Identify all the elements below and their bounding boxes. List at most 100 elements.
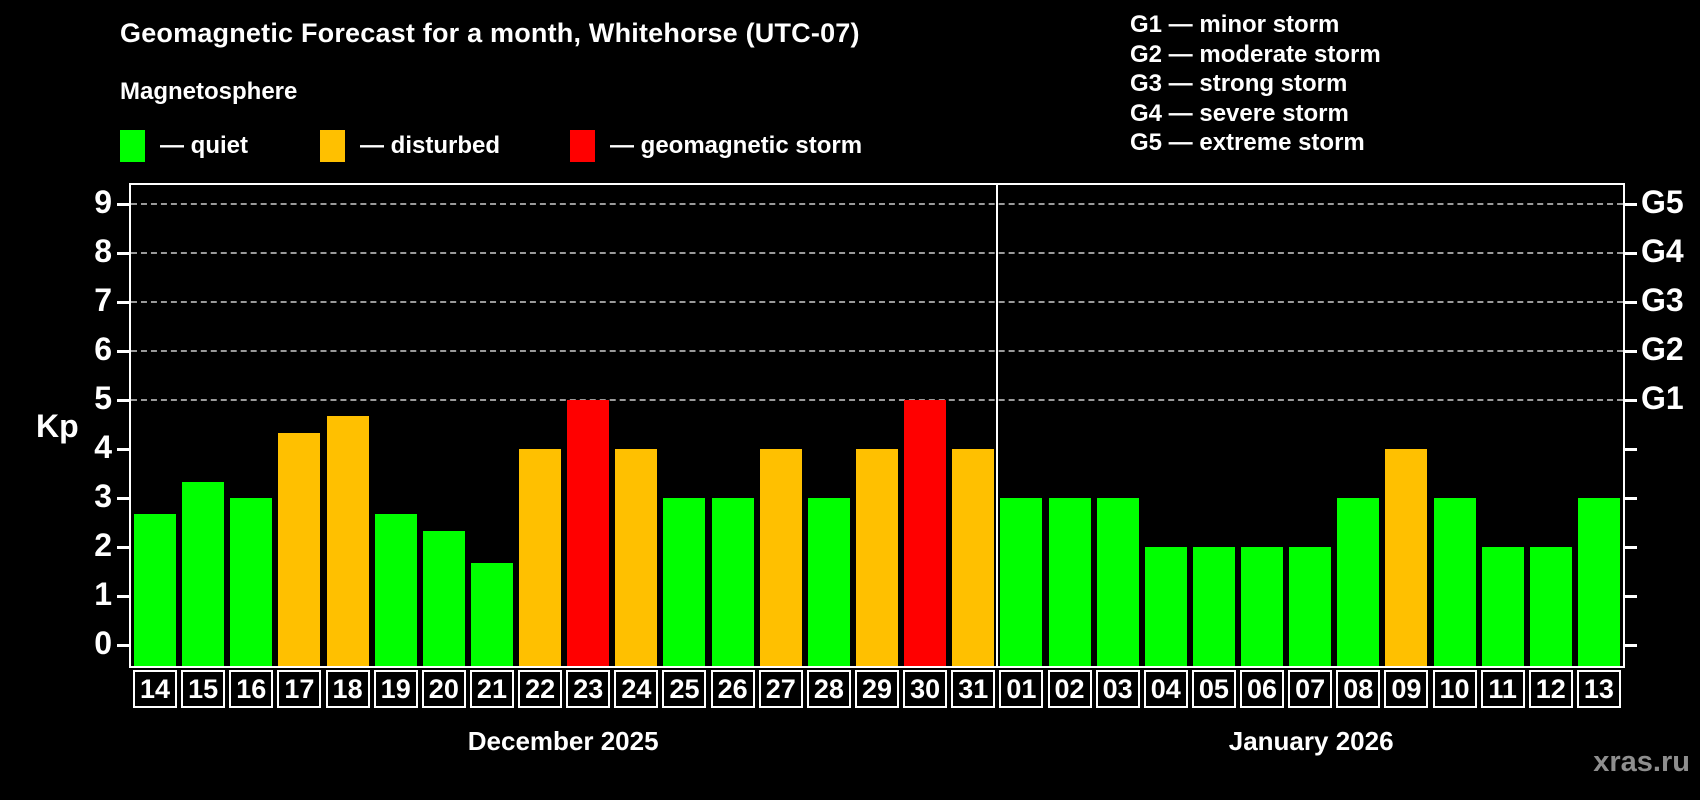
y-tick-right-4 [1625, 448, 1637, 451]
day-label-11: 11 [1480, 670, 1525, 708]
kp-bar-day-21 [470, 563, 513, 666]
day-label-05: 05 [1191, 670, 1236, 708]
day-label-12: 12 [1528, 670, 1573, 708]
y-tick-left-3 [117, 497, 129, 500]
y-tick-label-7: 7 [94, 282, 112, 318]
kp-bar-day-27 [759, 449, 802, 666]
kp-bar-day-10 [1433, 498, 1476, 666]
kp-bar-day-31 [952, 449, 995, 666]
y-tick-right-5 [1625, 399, 1637, 402]
day-label-06: 06 [1240, 670, 1285, 708]
quiet-swatch-icon [120, 130, 145, 162]
y-tick-left-5 [117, 399, 129, 402]
y-axis-title-kp: Kp [36, 408, 79, 444]
day-label-15: 15 [181, 670, 226, 708]
kp-bar-day-16 [230, 498, 273, 666]
day-label-09: 09 [1384, 670, 1429, 708]
month-divider [996, 185, 999, 666]
g-axis-label-g2: G2 [1641, 331, 1684, 367]
g-legend-item-g4: G4 — severe storm [1130, 99, 1349, 127]
kp-bar-day-01 [1000, 498, 1043, 666]
y-tick-label-8: 8 [94, 233, 112, 269]
kp-bar-day-14 [134, 514, 177, 666]
legend-label-disturbed: — disturbed [360, 132, 501, 159]
kp-bar-day-30 [904, 400, 947, 666]
month-label-december: December 2025 [467, 726, 659, 756]
kp-bar-day-26 [711, 498, 754, 666]
y-tick-right-6 [1625, 350, 1637, 353]
g-legend-item-g1: G1 — minor storm [1130, 11, 1340, 38]
y-tick-left-7 [117, 301, 129, 304]
y-tick-right-3 [1625, 497, 1637, 500]
kp-bar-day-06 [1241, 547, 1284, 666]
gridline-kp6 [131, 350, 1623, 352]
y-tick-label-3: 3 [94, 478, 112, 514]
y-tick-left-4 [117, 448, 129, 451]
gridline-kp7 [131, 301, 1623, 303]
g-axis-label-g1: G1 [1641, 380, 1684, 416]
g-scale-legend: G1 — minor storm G2 — moderate storm G3 … [1130, 10, 1381, 158]
day-label-28: 28 [806, 670, 851, 708]
day-label-26: 26 [710, 670, 755, 708]
y-tick-right-1 [1625, 595, 1637, 598]
day-label-16: 16 [229, 670, 274, 708]
day-label-19: 19 [373, 670, 418, 708]
day-label-10: 10 [1432, 670, 1477, 708]
y-tick-right-2 [1625, 546, 1637, 549]
kp-bar-day-28 [807, 498, 850, 666]
subtitle-magnetosphere: Magnetosphere [120, 78, 298, 105]
legend-label-quiet: — quiet [160, 132, 248, 159]
watermark-xras: xras.ru [1593, 746, 1690, 778]
kp-bar-day-05 [1192, 547, 1235, 666]
day-label-23: 23 [566, 670, 611, 708]
kp-bar-day-08 [1337, 498, 1380, 666]
kp-bar-day-22 [519, 449, 562, 666]
storm-swatch-icon [570, 130, 595, 162]
g-legend-item-g5: G5 — extreme storm [1130, 129, 1365, 156]
kp-bar-day-02 [1048, 498, 1091, 666]
gridline-kp8 [131, 252, 1623, 254]
y-tick-right-7 [1625, 301, 1637, 304]
y-tick-left-8 [117, 252, 129, 255]
legend-item-storm: — geomagnetic storm [570, 128, 862, 164]
month-label-january: January 2026 [1228, 726, 1394, 756]
disturbed-swatch-icon [320, 130, 345, 162]
plot-area [117, 183, 1637, 668]
kp-bar-day-07 [1289, 547, 1332, 666]
gridline-kp5 [131, 399, 1623, 401]
y-tick-label-9: 9 [94, 184, 112, 220]
kp-bar-day-23 [567, 400, 610, 666]
y-tick-label-0: 0 [94, 625, 112, 661]
day-label-03: 03 [1095, 670, 1140, 708]
y-tick-left-1 [117, 595, 129, 598]
y-tick-left-9 [117, 203, 129, 206]
day-label-31: 31 [951, 670, 996, 708]
kp-bar-day-13 [1577, 498, 1620, 666]
day-axis: 14 15 16 17 18 19 20 21 22 23 24 25 26 27 28 29 30 31 01 02… [129, 670, 1625, 712]
y-tick-right-0 [1625, 644, 1637, 647]
day-label-08: 08 [1336, 670, 1381, 708]
day-label-22: 22 [518, 670, 563, 708]
day-label-17: 17 [277, 670, 322, 708]
kp-bar-day-24 [615, 449, 658, 666]
g-axis-label-g5: G5 [1641, 184, 1684, 220]
y-tick-right-9 [1625, 203, 1637, 206]
day-label-02: 02 [1047, 670, 1092, 708]
y-tick-label-6: 6 [94, 331, 112, 367]
kp-bar-day-11 [1481, 547, 1524, 666]
page-title: Geomagnetic Forecast for a month, Whiteh… [120, 18, 860, 48]
kp-bar-day-12 [1529, 547, 1572, 666]
y-tick-left-0 [117, 644, 129, 647]
y-tick-label-2: 2 [94, 527, 112, 563]
g-axis-label-g4: G4 [1641, 233, 1684, 269]
kp-bar-day-19 [374, 514, 417, 666]
gridline-kp9 [131, 203, 1623, 205]
day-label-04: 04 [1143, 670, 1188, 708]
kp-bar-day-15 [182, 481, 225, 666]
kp-bar-day-17 [278, 432, 321, 666]
day-label-21: 21 [469, 670, 514, 708]
g-axis-label-g3: G3 [1641, 282, 1684, 318]
g-legend-item-g2: G2 — moderate storm [1130, 40, 1381, 68]
kp-bar-day-03 [1096, 498, 1139, 666]
